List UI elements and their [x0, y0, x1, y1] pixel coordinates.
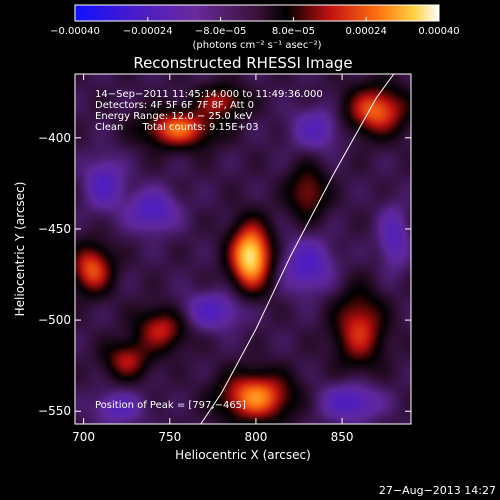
colorbar-tick-label: −0.00040	[50, 26, 100, 37]
heatmap-image	[75, 74, 411, 424]
x-tick-label: 800	[244, 430, 267, 444]
peak-position-label: Position of Peak = [797,−465]	[95, 400, 246, 411]
chart-title: Reconstructed RHESSI Image	[133, 54, 352, 72]
x-axis-label: Heliocentric X (arcsec)	[175, 448, 311, 462]
x-tick-label: 700	[72, 430, 95, 444]
colorbar-ticks: −0.00040 −0.00024 −8.0e−05 8.0e−05 0.00024 0.…	[50, 17, 460, 37]
colorbar-tick-label: 0.00024	[346, 26, 387, 37]
y-tick-label: −400	[38, 131, 71, 145]
annotation-time-range: 14−Sep−2011 11:45:14.000 to 11:49:36.000	[95, 89, 323, 100]
colorbar-tick-label: −0.00024	[123, 26, 173, 37]
annotation-energy-range: Energy Range: 12.0 − 25.0 keV	[95, 111, 252, 122]
y-axis-ticks: −400 −450 −500 −550	[38, 131, 411, 418]
y-tick-label: −550	[38, 404, 71, 418]
y-axis-label: Heliocentric Y (arcsec)	[13, 182, 27, 317]
x-axis-ticks: 700 750 800 850	[72, 74, 354, 444]
y-tick-label: −500	[38, 313, 71, 327]
colorbar-tick-label: 8.0e−05	[272, 26, 315, 37]
colorbar-unit-label: (photons cm⁻² s⁻¹ asec⁻²)	[192, 40, 321, 51]
colorbar-tick-label: 0.00040	[418, 26, 459, 37]
annotation-clean-counts: Clean Total counts: 9.15E+03	[95, 122, 259, 133]
y-tick-label: −450	[38, 222, 71, 236]
colorbar-tick-label: −8.0e−05	[195, 26, 247, 37]
colorbar	[74, 4, 440, 22]
footer-date: 27−Aug−2013 14:27	[379, 484, 496, 497]
x-tick-label: 850	[331, 430, 354, 444]
annotation-detectors: Detectors: 4F 5F 6F 7F 8F, Att 0	[95, 100, 254, 111]
solar-limb-curve	[200, 74, 395, 424]
plot-frame	[74, 73, 412, 425]
x-tick-label: 750	[158, 430, 181, 444]
